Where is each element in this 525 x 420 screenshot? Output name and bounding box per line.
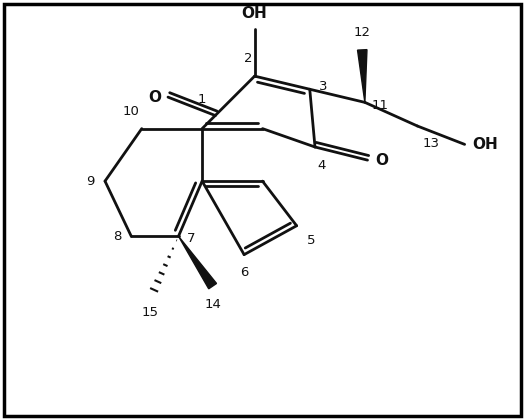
Polygon shape — [358, 50, 367, 102]
Text: O: O — [375, 152, 388, 168]
Text: 6: 6 — [240, 266, 248, 279]
Text: 14: 14 — [204, 298, 221, 311]
Polygon shape — [178, 236, 216, 289]
Text: 15: 15 — [141, 306, 158, 318]
Text: OH: OH — [242, 6, 268, 21]
Text: 4: 4 — [318, 158, 326, 171]
Text: 8: 8 — [113, 230, 122, 243]
Text: 2: 2 — [244, 52, 252, 65]
Text: O: O — [149, 89, 162, 105]
Text: 10: 10 — [122, 105, 139, 118]
Text: 1: 1 — [197, 93, 206, 106]
Text: 12: 12 — [354, 26, 371, 39]
Text: 13: 13 — [423, 136, 439, 150]
Text: OH: OH — [472, 137, 498, 152]
Text: 9: 9 — [86, 175, 94, 188]
Text: 5: 5 — [307, 234, 316, 247]
Text: 11: 11 — [371, 99, 388, 111]
Text: 7: 7 — [186, 232, 195, 245]
Text: 3: 3 — [319, 80, 328, 93]
